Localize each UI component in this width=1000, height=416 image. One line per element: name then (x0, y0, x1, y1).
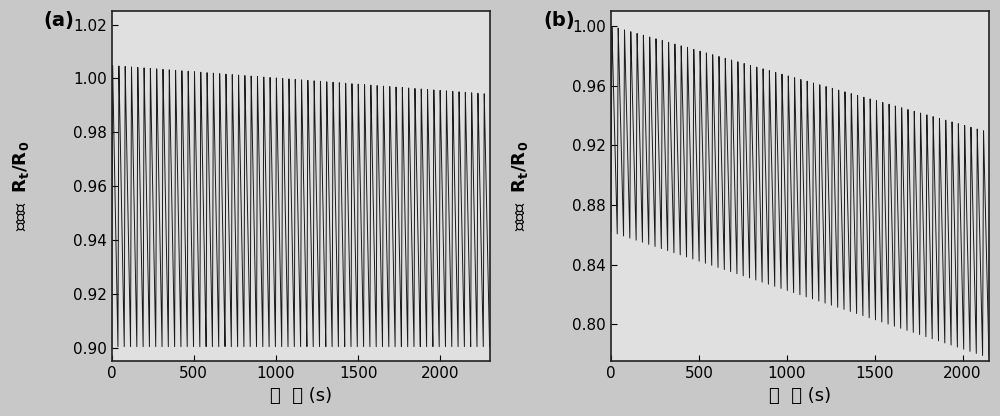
Text: (b): (b) (543, 11, 575, 30)
Text: (a): (a) (44, 11, 74, 30)
Y-axis label: 响应度  $\mathbf{R_t/R_0}$: 响应度 $\mathbf{R_t/R_0}$ (510, 141, 530, 231)
Y-axis label: 响应度  $\mathbf{R_t/R_0}$: 响应度 $\mathbf{R_t/R_0}$ (11, 141, 31, 231)
X-axis label: 时  间 (s): 时 间 (s) (270, 387, 332, 405)
X-axis label: 时  间 (s): 时 间 (s) (769, 387, 831, 405)
